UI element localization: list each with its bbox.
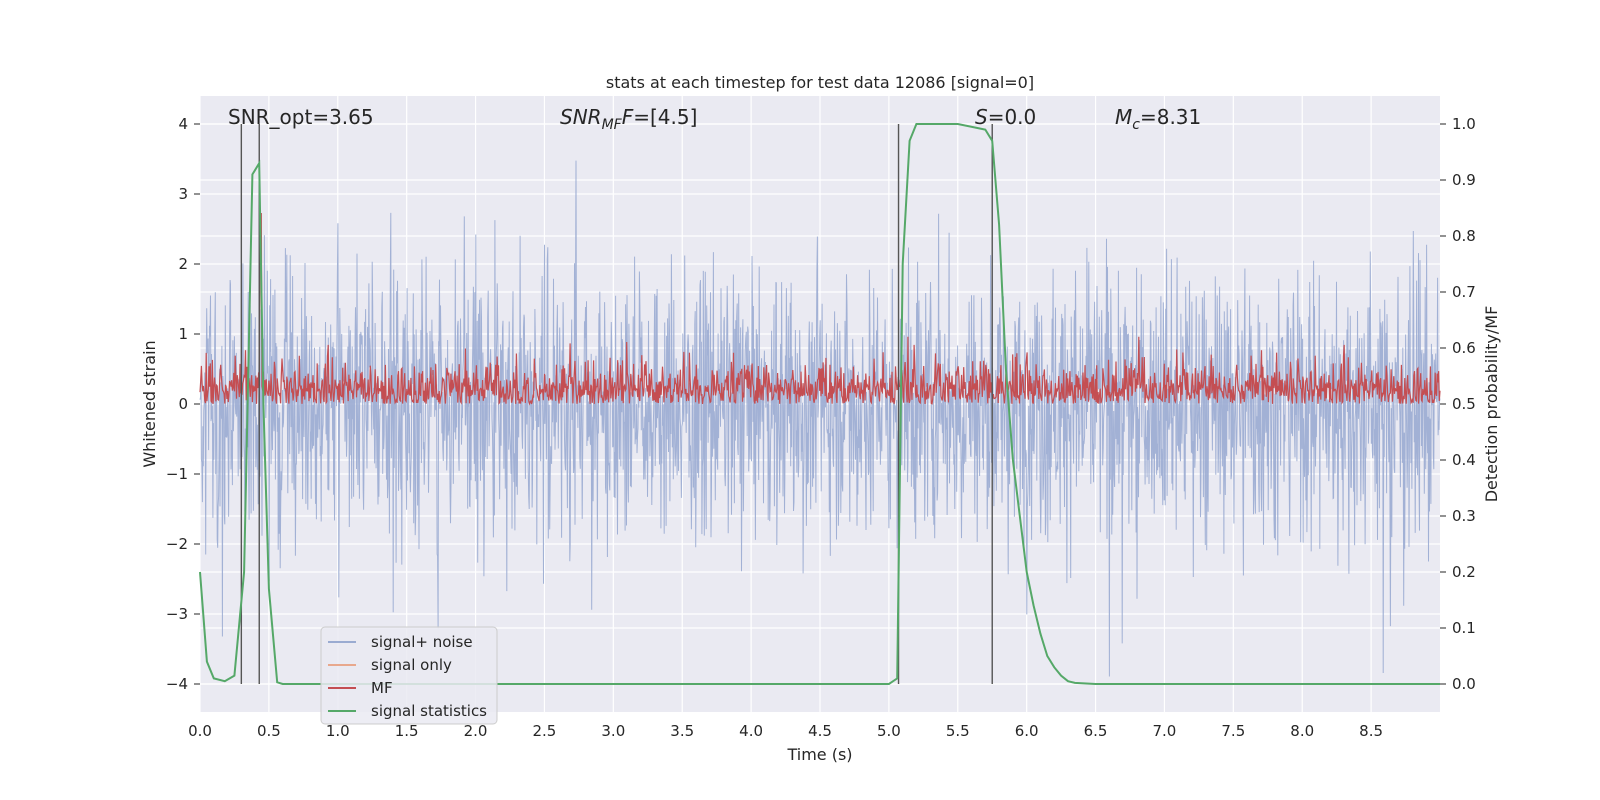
y2-tick-label: 0.1 (1452, 619, 1476, 637)
y-tick-label: −2 (166, 535, 188, 553)
y2-tick-label: 0.8 (1452, 227, 1476, 245)
y2-axis-label: Detection probability/MF (1482, 306, 1501, 503)
y2-tick-label: 0.6 (1452, 339, 1476, 357)
legend-box (320, 626, 498, 725)
x-axis-ticks: 0.0 0.5 1.0 1.5 2.0 2.5 3.0 3.5 4.0 4.5 5.0 5.5 6.0 6… (188, 722, 1383, 740)
s-value: =0.0 (988, 105, 1037, 129)
y2-tick-label: 0.4 (1452, 451, 1476, 469)
mf-series (199, 213, 1441, 406)
y-tick-label: 2 (178, 255, 188, 273)
s-label: S (975, 105, 988, 129)
x-tick-label: 1.5 (395, 722, 419, 740)
y-tick-label: −3 (166, 605, 188, 623)
y-tick-label: 4 (178, 115, 188, 133)
x-tick-label: 0.5 (257, 722, 281, 740)
x-tick-label: 3.0 (601, 722, 625, 740)
x-tick-label: 2.5 (533, 722, 557, 740)
y-tick-label: 3 (178, 185, 188, 203)
x-tick-label: 6.5 (1084, 722, 1108, 740)
legend-label-mf: MF (371, 679, 393, 697)
x-tick-label: 3.5 (670, 722, 694, 740)
snr-mf-rest: =[4.5] (633, 105, 697, 129)
mc-annotation: Mc=8.31 (1115, 105, 1201, 133)
x-tick-label: 7.5 (1221, 722, 1245, 740)
y-axis-label: Whitened strain (140, 340, 159, 467)
y-tick-label: −1 (166, 465, 188, 483)
y2-axis-ticks: 0.0 0.1 0.2 0.3 0.4 0.5 0.6 0.7 0.8 0.9 1.0 (1440, 115, 1476, 693)
x-tick-label: 8.0 (1290, 722, 1314, 740)
snr-mf-main: SNR (560, 105, 602, 129)
y-axis-ticks: −4 −3 −2 −1 0 1 2 3 4 (166, 115, 200, 693)
y2-tick-label: 1.0 (1452, 115, 1476, 133)
legend: signal+ noise signal only MF signal stat… (320, 626, 498, 725)
snr-mf-sub: MF (602, 117, 623, 133)
y2-tick-label: 0.3 (1452, 507, 1476, 525)
x-tick-label: 2.0 (464, 722, 488, 740)
snr-mf-rest-f: F (622, 105, 634, 129)
mc-main: M (1115, 105, 1132, 129)
legend-label-stats: signal statistics (371, 702, 487, 720)
signal-statistics-line (199, 123, 1440, 685)
legend-label-signal-only: signal only (371, 656, 452, 674)
legend-label-noise: signal+ noise (371, 633, 473, 651)
snr-opt-annotation: SNR_opt=3.65 (228, 105, 374, 129)
y-tick-label: 1 (178, 325, 188, 343)
x-axis-label: Time (s) (786, 745, 852, 764)
x-tick-label: 7.0 (1153, 722, 1177, 740)
signal-statistics-series (199, 123, 1440, 685)
y2-tick-label: 0.0 (1452, 675, 1476, 693)
x-tick-label: 0.0 (188, 722, 212, 740)
x-tick-label: 1.0 (326, 722, 350, 740)
y-tick-label: 0 (178, 395, 188, 413)
x-tick-label: 5.0 (877, 722, 901, 740)
x-tick-label: 4.5 (808, 722, 832, 740)
y2-tick-label: 0.7 (1452, 283, 1476, 301)
y2-tick-label: 0.9 (1452, 171, 1476, 189)
x-tick-label: 4.0 (739, 722, 763, 740)
mf-line (199, 213, 1441, 406)
chart-title: stats at each timestep for test data 120… (606, 73, 1034, 92)
x-tick-label: 6.0 (1015, 722, 1039, 740)
mc-sub: c (1132, 117, 1140, 133)
mc-value: =8.31 (1140, 105, 1201, 129)
x-tick-label: 5.5 (946, 722, 970, 740)
s-annotation: S=0.0 (975, 105, 1036, 129)
snr-mf-annotation: SNRMFF=[4.5] (560, 105, 697, 133)
x-tick-label: 8.5 (1359, 722, 1383, 740)
y2-tick-label: 0.5 (1452, 395, 1476, 413)
y-tick-label: −4 (166, 675, 188, 693)
y2-tick-label: 0.2 (1452, 563, 1476, 581)
